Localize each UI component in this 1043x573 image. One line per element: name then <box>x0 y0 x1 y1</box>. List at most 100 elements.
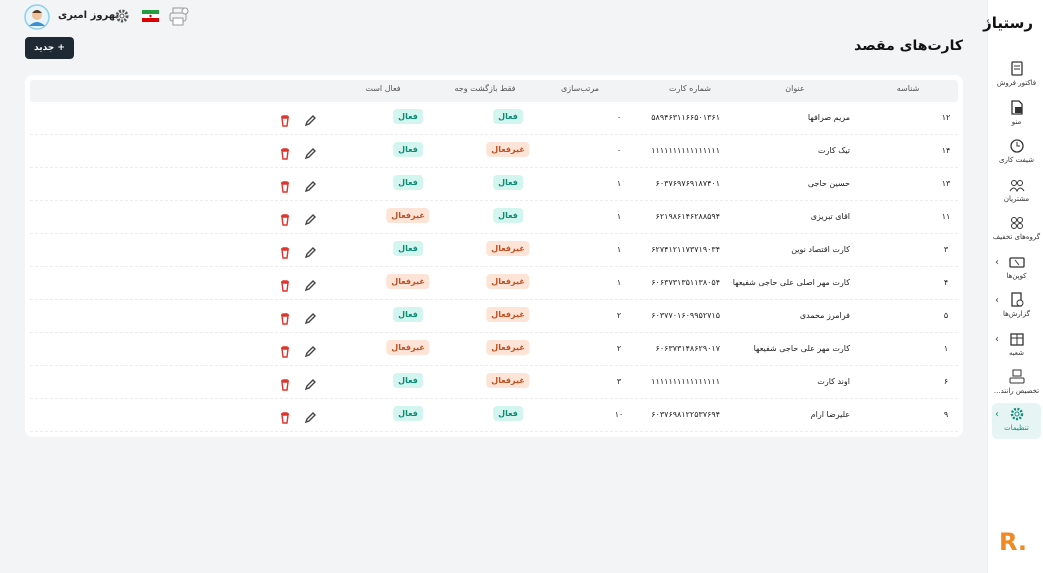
edit-button[interactable] <box>304 310 316 325</box>
status-badge: فعال <box>493 109 523 124</box>
delete-icon <box>281 115 289 127</box>
row-divider <box>30 233 958 235</box>
row-divider <box>30 398 958 400</box>
new-button[interactable]: + جدید <box>25 37 74 59</box>
delete-button[interactable] <box>279 145 291 160</box>
printer-icon[interactable] <box>168 5 190 27</box>
row-divider <box>30 365 958 367</box>
sort-order: ۱۰ <box>614 410 624 419</box>
edit-button[interactable] <box>304 178 316 193</box>
sidebar-item[interactable]: تخصیص رانند... <box>992 366 1041 402</box>
sort-order: ۱ <box>616 245 622 254</box>
status-badge: فعال <box>493 208 523 223</box>
row-divider <box>30 299 958 301</box>
status-badge: غیرفعال <box>386 340 430 355</box>
row-id: ۱۱ <box>941 212 951 221</box>
sidebar-icon <box>1010 407 1023 421</box>
expand-chevron[interactable]: ‹ <box>995 334 999 345</box>
sidebar-label: گروه‌های تخفیف <box>992 233 1041 241</box>
delete-button[interactable] <box>279 178 291 193</box>
sort-order: ۲ <box>616 344 622 353</box>
settings-icon[interactable] <box>115 9 129 23</box>
status-badge: فعال <box>393 406 423 421</box>
expand-chevron[interactable]: ‹ <box>995 257 999 268</box>
sidebar-item[interactable]: مشتریان <box>992 174 1041 210</box>
sidebar-item[interactable]: منو <box>992 97 1041 133</box>
delete-button[interactable] <box>279 244 291 259</box>
row-title: حسین حاجی <box>807 179 850 188</box>
row-title: فرامرز محمدی <box>799 311 850 320</box>
sidebar-icon <box>1009 180 1024 193</box>
edit-button[interactable] <box>304 211 316 226</box>
row-title: اقای تبریزی <box>810 212 850 221</box>
sidebar-icon <box>1009 333 1024 346</box>
row-id: ۱۲ <box>941 113 951 122</box>
edit-button[interactable] <box>304 145 316 160</box>
new-button-label: جدید <box>34 43 55 53</box>
status-badge: فعال <box>493 406 523 421</box>
sort-order: ۰ <box>616 146 622 155</box>
avatar[interactable] <box>24 4 50 30</box>
edit-button[interactable] <box>304 277 316 292</box>
status-badge: غیرفعال <box>386 274 430 289</box>
sidebar: رستیار ‹ R. فاکتور فروش منو شیفت کاری مشتری… <box>983 0 1043 573</box>
sidebar-item[interactable]: گروه‌های تخفیف <box>992 212 1041 248</box>
row-title: کارت مهر علی حاجی شفیعها <box>753 344 850 353</box>
expand-chevron[interactable]: ‹ <box>995 409 999 420</box>
logo[interactable]: رستیار <box>983 14 1033 32</box>
edit-button[interactable] <box>304 409 316 424</box>
collapse-chevron[interactable]: ‹ <box>986 16 990 27</box>
card-number: ۶۰۳۷۷۰۱۶۰۹۹۵۲۷۱۵ <box>651 311 720 320</box>
sidebar-icon <box>1010 217 1023 229</box>
sidebar-item[interactable]: شعبه <box>992 328 1041 364</box>
edit-button[interactable] <box>304 343 316 358</box>
sidebar-icon <box>1009 369 1024 384</box>
delete-button[interactable] <box>279 343 291 358</box>
edit-icon <box>304 247 316 259</box>
sidebar-label: کوپن‌ها <box>1006 272 1027 280</box>
delete-icon <box>281 181 289 193</box>
edit-icon <box>304 181 316 193</box>
status-badge: فعال <box>393 373 423 388</box>
delete-button[interactable] <box>279 211 291 226</box>
sidebar-item[interactable]: تنظیمات <box>992 403 1041 439</box>
delete-button[interactable] <box>279 409 291 424</box>
edit-button[interactable] <box>304 244 316 259</box>
user-name: بهروز امیری <box>58 10 120 21</box>
edit-icon <box>304 346 316 358</box>
column-header: فقط بازگشت وجه <box>454 84 516 93</box>
row-title: تیک کارت <box>818 146 850 155</box>
delete-button[interactable] <box>279 376 291 391</box>
sidebar-label: تنظیمات <box>1004 424 1029 432</box>
sidebar-item[interactable]: گزارش‌ها <box>992 289 1041 325</box>
status-badge: غیرفعال <box>386 208 430 223</box>
sidebar-item[interactable]: کوپن‌ها <box>992 251 1041 287</box>
delete-button[interactable] <box>279 310 291 325</box>
sidebar-label: مشتریان <box>1003 195 1030 203</box>
edit-button[interactable] <box>304 112 316 127</box>
expand-chevron[interactable]: ‹ <box>995 295 999 306</box>
card-number: ۱۱۱۱۱۱۱۱۱۱۱۱۱۱۱۱ <box>651 377 720 386</box>
edit-button[interactable] <box>304 376 316 391</box>
status-badge: غیرفعال <box>486 340 530 355</box>
sidebar-item[interactable]: فاکتور فروش <box>992 58 1041 94</box>
card-number: ۶۰۳۷۶۹۸۱۲۲۵۳۷۶۹۴ <box>651 410 720 419</box>
sidebar-icon <box>1010 100 1023 115</box>
row-id: ۹ <box>943 410 949 419</box>
row-title: اوند کارت <box>817 377 850 386</box>
flag-icon[interactable] <box>142 10 159 22</box>
delete-button[interactable] <box>279 277 291 292</box>
plus-icon: + <box>54 43 65 53</box>
row-title: کارت مهر اصلی علی حاجی شفیعها <box>732 278 850 287</box>
column-header: مرتب‌سازی <box>560 84 600 93</box>
table-card: شناسه عنوان شماره کارت مرتب‌سازی فقط بازگشت … <box>25 75 963 437</box>
brand-mark: R. <box>998 528 1027 556</box>
row-divider <box>30 167 958 169</box>
card-number: ۶۰۳۷۶۹۷۶۹۱۸۷۴۰۱ <box>655 179 720 188</box>
edit-icon <box>304 148 316 160</box>
sidebar-item[interactable]: شیفت کاری <box>992 135 1041 171</box>
delete-button[interactable] <box>279 112 291 127</box>
sidebar-label: شعبه <box>1008 349 1025 357</box>
delete-icon <box>281 346 289 358</box>
